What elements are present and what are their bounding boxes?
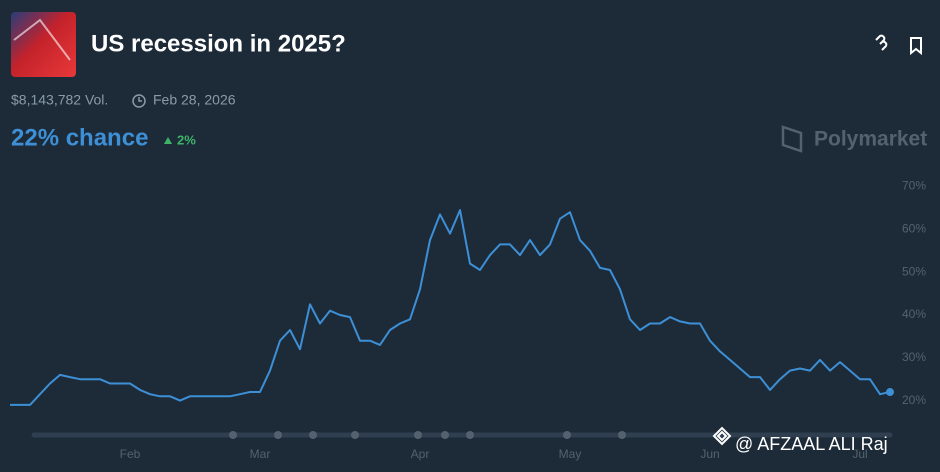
line [10,209,891,406]
title: US recession in 2025? [91,30,346,57]
change: 2% [177,132,196,147]
clock-hands [138,97,142,102]
link-icon[interactable] [875,34,888,51]
scrubber-dots [229,431,626,439]
end-date: Feb 28, 2026 [153,92,236,108]
watermark: @ AFZAAL ALI Raj [735,434,888,454]
y-tick-label: 40% [902,307,926,321]
icons [875,34,922,56]
watermark-logo [712,426,732,446]
market-image [11,12,76,77]
up-arrow [164,137,172,144]
clock-icon [132,94,146,108]
brand-logo [781,125,803,153]
x-tick-label: Mar [250,447,271,461]
image-detail [13,18,71,61]
y-tick-label: 20% [902,393,926,407]
y-tick-label: 50% [902,264,926,278]
x-tick-label: Jun [700,447,719,461]
y-tick-label: 30% [902,350,926,364]
y-tick-label: 60% [902,222,926,236]
x-tick-label: Feb [120,447,141,461]
x-tick-label: Apr [411,447,430,461]
x-tick-label: Jul [852,447,867,461]
x-tick-label: May [559,447,582,461]
chance: 22% chance [11,124,148,151]
end-dot [886,388,894,397]
brand: Polymarket [814,128,927,151]
volume: $8,143,782 Vol. [11,92,108,108]
y-tick-label: 70% [902,179,926,193]
bookmark-icon[interactable] [910,37,922,56]
